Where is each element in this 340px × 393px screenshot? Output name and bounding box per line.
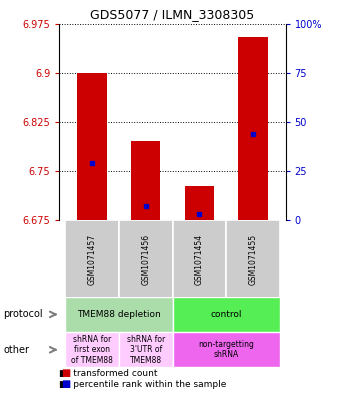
Text: GSM1071457: GSM1071457 xyxy=(87,234,96,285)
Text: control: control xyxy=(211,310,242,319)
Text: GSM1071455: GSM1071455 xyxy=(249,234,258,285)
Bar xyxy=(119,220,173,299)
Text: ■  transformed count: ■ transformed count xyxy=(59,369,158,378)
Bar xyxy=(65,220,119,299)
Title: GDS5077 / ILMN_3308305: GDS5077 / ILMN_3308305 xyxy=(90,8,255,21)
Text: protocol: protocol xyxy=(3,309,43,320)
Bar xyxy=(226,220,280,299)
Text: ■: ■ xyxy=(61,368,70,378)
Text: non-targetting
shRNA: non-targetting shRNA xyxy=(199,340,254,360)
Text: shRNA for
first exon
of TMEM88: shRNA for first exon of TMEM88 xyxy=(71,335,113,365)
Text: other: other xyxy=(3,345,29,355)
Bar xyxy=(173,332,280,367)
Bar xyxy=(185,186,214,220)
Text: GSM1071454: GSM1071454 xyxy=(195,234,204,285)
Text: ■  percentile rank within the sample: ■ percentile rank within the sample xyxy=(59,380,227,389)
Bar xyxy=(77,73,107,220)
Bar xyxy=(173,297,280,332)
Text: TMEM88 depletion: TMEM88 depletion xyxy=(77,310,160,319)
Text: GSM1071456: GSM1071456 xyxy=(141,234,150,285)
Bar xyxy=(173,220,226,299)
Bar xyxy=(65,297,173,332)
Text: ■: ■ xyxy=(61,379,70,389)
Text: shRNA for
3'UTR of
TMEM88: shRNA for 3'UTR of TMEM88 xyxy=(126,335,165,365)
Bar xyxy=(65,332,119,367)
Bar xyxy=(131,141,160,220)
Bar xyxy=(238,37,268,220)
Bar xyxy=(119,332,173,367)
